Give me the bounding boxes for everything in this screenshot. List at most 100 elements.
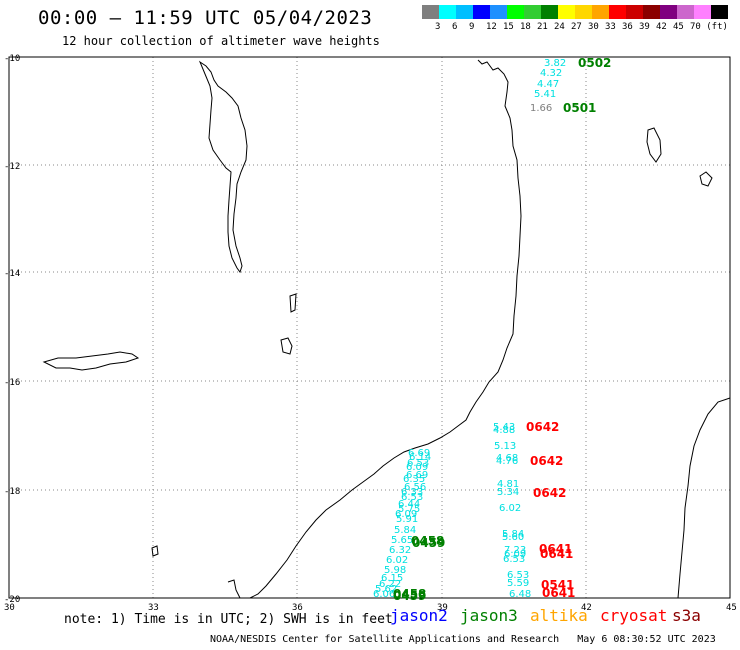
pass-time-label: 0641 <box>540 547 573 561</box>
lake-cahora-bassa <box>42 351 140 371</box>
inland-feature-2 <box>151 545 159 557</box>
legend-swatch <box>439 5 456 19</box>
pass-time-label: 0642 <box>526 420 559 434</box>
lat-label-14: -14 <box>4 269 20 279</box>
pass-time-label: 0641 <box>542 586 575 600</box>
comoros-island <box>646 127 662 163</box>
wave-height-label: 5.59 <box>507 578 529 589</box>
lon-label-42: 42 <box>581 603 592 613</box>
legend-swatch <box>575 5 592 19</box>
legend-swatch <box>626 5 643 19</box>
wave-height-label: 6.32 <box>389 545 411 556</box>
legend-swatch <box>609 5 626 19</box>
legend-label: 33 <box>605 22 616 32</box>
wave-height-label: 5.91 <box>396 514 418 525</box>
legend-label: 9 <box>469 22 475 32</box>
legend-swatch <box>660 5 677 19</box>
wave-height-label: 6.44 <box>398 499 420 510</box>
color-scale-legend: 3 6 9 12 15 18 21 24 27 30 33 36 39 42 45 70 (ft) <box>422 5 728 32</box>
mozambique-coast <box>249 59 522 599</box>
wave-height-labels: 3.824.324.475.41 1.66 5.434.88 5.134.684.76… <box>373 58 566 600</box>
legend-swatch <box>643 5 660 19</box>
pass-time-label: 0458 <box>411 534 444 548</box>
legend-label: 18 <box>520 22 531 32</box>
legend-swatches <box>422 5 728 19</box>
legend-swatch <box>592 5 609 19</box>
wave-height-label: 4.68 <box>496 453 518 464</box>
satellite-s3a: s3a <box>672 606 701 625</box>
legend-label: 27 <box>571 22 582 32</box>
legend-swatch <box>524 5 541 19</box>
legend-label: 15 <box>503 22 514 32</box>
wave-height-label: 6.53 <box>503 554 525 565</box>
legend-swatch <box>422 5 439 19</box>
wave-height-label: 6.33 <box>401 487 423 498</box>
legend-labels: 3 6 9 12 15 18 21 24 27 30 33 36 39 42 45 70 (ft) <box>422 22 740 34</box>
wave-height-label: 5.98 <box>384 565 406 576</box>
lon-label-30: 30 <box>4 603 15 613</box>
legend-swatch <box>558 5 575 19</box>
coastlines <box>42 59 731 599</box>
legend-swatch <box>507 5 524 19</box>
legend-swatch <box>473 5 490 19</box>
pass-time-label: 0641 <box>539 542 572 556</box>
wave-height-label: 6.53 <box>401 492 423 503</box>
wave-height-label: 6.48 <box>509 589 531 600</box>
legend-label: 3 <box>435 22 441 32</box>
wave-height-label: 6.09 <box>395 509 417 520</box>
legend-label: 12 <box>486 22 497 32</box>
wave-height-label: 6.56 <box>404 482 426 493</box>
wave-height-label: 5.84 <box>394 525 416 536</box>
wave-height-label: 6.22 <box>379 579 401 590</box>
wave-height-label: 5.75 <box>398 504 420 515</box>
wave-height-label: 4.81 <box>497 479 519 490</box>
chart-title: 00:00 – 11:59 UTC 05/04/2023 <box>38 7 373 29</box>
axis-labels: 30 33 36 39 42 45 -10 -12 -14 -16 -18 -2… <box>4 54 737 613</box>
wave-height-label: 5.13 <box>494 441 516 452</box>
inland-feature-3 <box>227 579 241 599</box>
lake-chilwa <box>280 337 293 355</box>
wave-height-label: 5.84 <box>502 529 524 540</box>
wave-height-label: 5.65 <box>391 535 413 546</box>
wave-height-label: 3.82 <box>544 58 566 69</box>
wave-height-label: 6.69 <box>408 448 430 459</box>
satellite-altika: altika <box>530 606 588 625</box>
lat-label-12: -12 <box>4 162 20 172</box>
lon-label-33: 33 <box>148 603 159 613</box>
wave-height-label: 6.06 <box>373 589 395 600</box>
lat-label-18: -18 <box>4 487 20 497</box>
lon-label-45: 45 <box>726 603 737 613</box>
legend-label: 70 (ft) <box>690 22 728 32</box>
pass-time-label: 0541 <box>541 578 574 592</box>
wave-height-label: 5.34 <box>497 487 519 498</box>
wave-height-label: 6.53 <box>407 458 429 469</box>
wave-height-label: 7.23 <box>504 545 526 556</box>
timestamp: May 6 08:30:52 UTC 2023 <box>577 634 716 645</box>
wave-height-label: 5.43 <box>493 422 515 433</box>
legend-swatch <box>677 5 694 19</box>
pass-time-label: 0502 <box>578 56 611 70</box>
madagascar-coast <box>677 397 731 599</box>
wave-height-label: 6.53 <box>507 570 529 581</box>
lat-label-16: -16 <box>4 378 20 388</box>
pass-time-label: 0459 <box>393 589 426 603</box>
wave-height-label: 6.15 <box>381 573 403 584</box>
wave-height-label: 5.41 <box>534 89 556 100</box>
lon-label-39: 39 <box>437 603 448 613</box>
mayotte-island <box>699 171 713 187</box>
pass-time-label: 0501 <box>563 101 596 115</box>
wave-height-label: 4.32 <box>540 68 562 79</box>
legend-label: 30 <box>588 22 599 32</box>
inland-feature-1 <box>289 293 297 313</box>
wave-height-label: 6.02 <box>386 555 408 566</box>
footer-credit: NOAA/NESDIS Center for Satellite Applica… <box>210 634 716 645</box>
wave-height-label: 6.09 <box>406 462 428 473</box>
legend-label: 24 <box>554 22 565 32</box>
pass-time-labels: 0502050106420642064204580459045804590641… <box>393 56 611 603</box>
wave-height-label: 6.69 <box>406 470 428 481</box>
legend-swatch <box>541 5 558 19</box>
legend-swatch <box>694 5 711 19</box>
legend-swatch <box>711 5 728 19</box>
legend-label: 42 <box>656 22 667 32</box>
